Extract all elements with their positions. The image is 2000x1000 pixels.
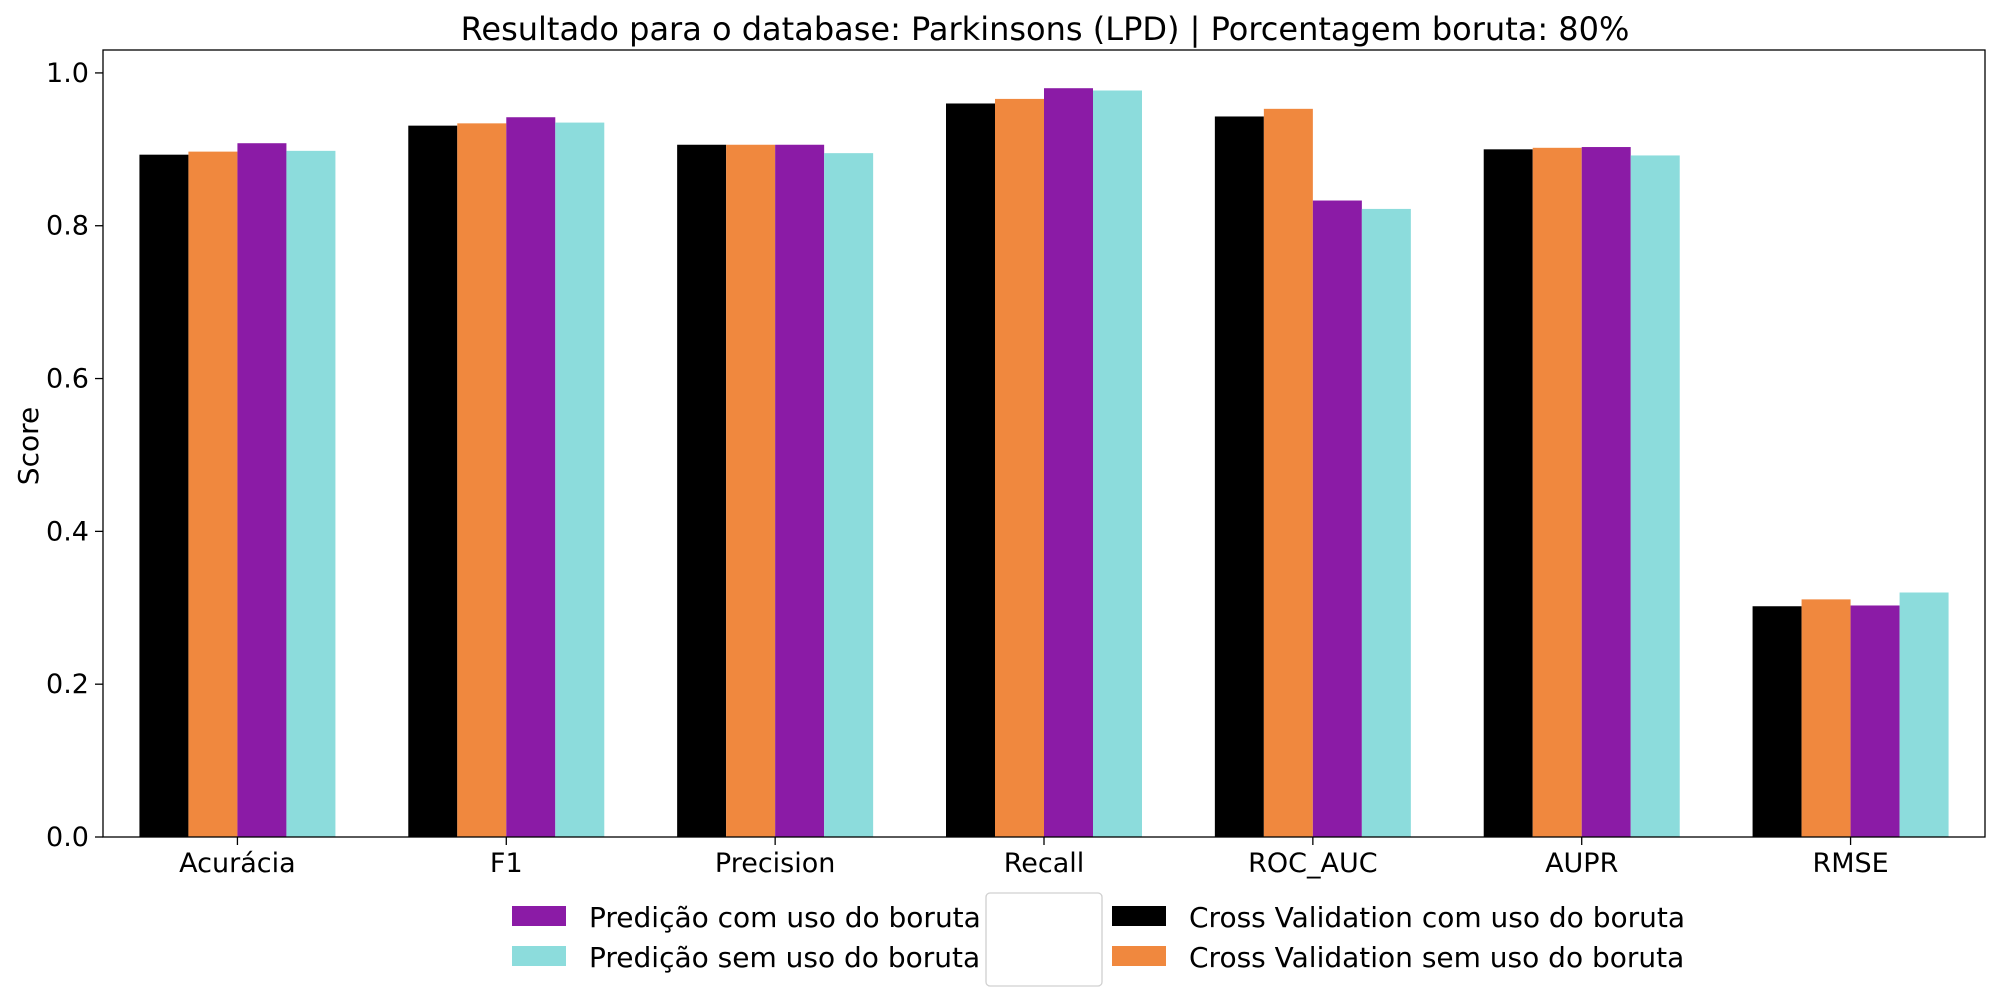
legend: Predição com uso do boruta Predição sem u… [512,892,1685,987]
bar-roc-auc-series-1 [1214,116,1264,838]
bar-precision-series-3 [775,144,825,838]
bar-rmse-series-1 [1752,606,1802,837]
bar-precision-series-2 [726,144,776,838]
bar-acur-cia-series-2 [188,151,238,838]
y-tick-label: 0.8 [46,211,89,242]
bars-group [139,88,1949,838]
y-tick-label: 0.6 [46,364,89,395]
bar-roc-auc-series-4 [1361,208,1411,837]
x-tick-label: Precision [715,848,835,879]
bar-recall-series-2 [995,98,1044,837]
bar-recall-series-1 [946,103,995,838]
legend-swatch [512,906,566,926]
bar-f1-series-2 [457,123,507,838]
legend-frame [985,892,1103,987]
x-tick-label: Recall [1004,848,1085,879]
y-tick-label: 1.0 [46,58,89,89]
x-tick-label: ROC_AUC [1248,848,1377,879]
bar-precision-series-4 [824,153,874,837]
legend-swatch [1112,906,1166,926]
legend-swatch [512,946,566,966]
bar-rmse-series-2 [1801,599,1851,837]
bar-acur-cia-series-4 [286,150,336,837]
bar-precision-series-1 [677,144,727,838]
bar-aupr-series-4 [1630,155,1680,837]
x-tick-label: RMSE [1812,848,1888,879]
axes-group: 0.0 0.2 0.4 0.6 0.8 1.0 Acurácia F1 Precision Rec… [46,49,1986,879]
x-tick-label: F1 [490,848,523,879]
bar-recall-series-4 [1093,90,1142,838]
legend-label: Cross Validation com uso do boruta [1189,901,1685,934]
legend-label: Predição sem uso do boruta [589,941,980,974]
y-tick-label: 0.0 [46,822,89,853]
bar-rmse-series-3 [1850,605,1900,837]
y-tick-label: 0.2 [46,669,89,700]
bar-aupr-series-3 [1581,147,1631,838]
x-tick-label: Acurácia [179,848,296,879]
bar-acur-cia-series-1 [139,154,189,837]
bar-aupr-series-2 [1532,147,1582,837]
bar-acur-cia-series-3 [237,143,287,837]
bar-f1-series-1 [408,125,458,838]
y-tick-label: 0.4 [46,516,89,547]
legend-label: Predição com uso do boruta [589,901,981,934]
bar-roc-auc-series-2 [1263,108,1313,837]
legend-swatch [1112,946,1166,966]
legend-label: Cross Validation sem uso do boruta [1189,941,1684,974]
bar-recall-series-3 [1044,88,1093,838]
bar-aupr-series-1 [1483,149,1533,838]
x-tick-label: AUPR [1545,848,1618,879]
bar-f1-series-3 [506,117,556,838]
chart-title: Resultado para o database: Parkinsons (L… [461,10,1630,48]
y-axis-label: Score [12,407,45,485]
bar-f1-series-4 [555,122,605,837]
bar-roc-auc-series-3 [1312,200,1362,837]
bar-rmse-series-4 [1899,592,1949,837]
